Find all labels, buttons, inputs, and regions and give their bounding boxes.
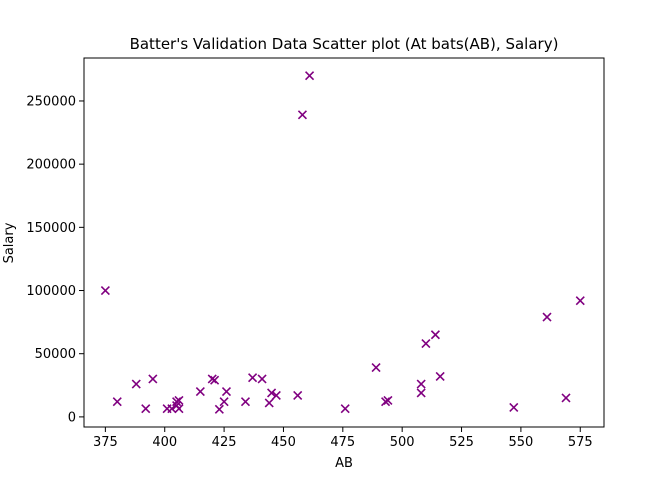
- data-point-stroke: [305, 71, 315, 81]
- data-point: [435, 371, 445, 382]
- data-point-stroke: [141, 404, 151, 414]
- data-point-stroke: [297, 110, 308, 120]
- y-tick-label: 150000: [26, 221, 76, 236]
- data-point: [416, 388, 426, 398]
- data-point-stroke: [267, 388, 277, 398]
- axis-ticks: 375 400 425 450 475 500 525 550 575 0 50000 100000 1…: [26, 94, 592, 450]
- x-tick-label: 525: [449, 435, 474, 450]
- data-point: [271, 390, 281, 400]
- data-point: [141, 404, 151, 414]
- data-point-stroke: [131, 379, 141, 389]
- data-point-stroke: [240, 397, 251, 407]
- data-point: [112, 397, 122, 407]
- data-point-stroke: [271, 390, 281, 400]
- x-tick-label: 575: [568, 435, 593, 450]
- data-points: [100, 71, 585, 414]
- data-point: [371, 363, 381, 373]
- data-point-stroke: [416, 379, 426, 389]
- data-point-stroke: [430, 330, 440, 340]
- x-tick-label: 425: [212, 435, 237, 450]
- data-point-stroke: [174, 395, 184, 406]
- y-tick-label: 100000: [26, 284, 76, 299]
- data-point-stroke: [248, 373, 258, 383]
- data-point: [100, 285, 110, 296]
- y-axis-label: Salary: [2, 222, 17, 263]
- data-point-stroke: [509, 402, 519, 412]
- data-point-stroke: [421, 339, 431, 349]
- data-point-stroke: [383, 395, 393, 406]
- data-point: [131, 379, 141, 389]
- y-tick-label: 0: [68, 410, 76, 425]
- data-point-stroke: [214, 404, 224, 414]
- data-point-stroke: [416, 388, 426, 398]
- x-tick-label: 375: [93, 435, 118, 450]
- data-point-stroke: [100, 285, 110, 296]
- data-point: [221, 387, 232, 397]
- data-point: [297, 110, 308, 120]
- data-point: [257, 374, 267, 384]
- x-tick-label: 500: [390, 435, 415, 450]
- data-point: [248, 373, 258, 383]
- data-point-stroke: [340, 404, 350, 414]
- data-point-stroke: [293, 390, 303, 400]
- data-point-stroke: [264, 398, 274, 408]
- data-point: [430, 330, 440, 340]
- data-point-stroke: [575, 296, 585, 306]
- data-point: [195, 387, 205, 397]
- data-point: [416, 379, 426, 389]
- y-tick-label: 200000: [26, 158, 76, 173]
- data-point-stroke: [210, 375, 220, 385]
- data-point-stroke: [167, 404, 177, 414]
- data-point: [267, 388, 277, 398]
- data-point: [575, 296, 585, 306]
- plot-frame: [83, 57, 605, 428]
- data-point: [214, 404, 224, 414]
- data-point-stroke: [148, 374, 158, 384]
- data-point-stroke: [195, 387, 205, 397]
- data-point: [167, 404, 177, 414]
- data-point-stroke: [174, 404, 184, 414]
- data-point-stroke: [435, 371, 445, 382]
- y-tick-label: 250000: [26, 94, 76, 109]
- data-point: [148, 374, 158, 384]
- chart-title: Batter's Validation Data Scatter plot (A…: [130, 35, 559, 53]
- data-point-stroke: [112, 397, 122, 407]
- data-point: [509, 402, 519, 412]
- data-point: [174, 395, 184, 406]
- data-point: [174, 404, 184, 414]
- x-tick-label: 400: [152, 435, 177, 450]
- data-point-stroke: [371, 363, 381, 373]
- data-point-stroke: [221, 387, 232, 397]
- x-axis-label: AB: [335, 456, 353, 471]
- data-point: [340, 404, 350, 414]
- y-tick-label: 50000: [35, 347, 76, 362]
- x-tick-label: 450: [271, 435, 296, 450]
- data-point: [264, 398, 274, 408]
- data-point: [305, 71, 315, 81]
- data-point: [240, 397, 251, 407]
- x-tick-label: 550: [508, 435, 533, 450]
- data-point: [219, 397, 229, 407]
- data-point: [293, 390, 303, 400]
- data-point-stroke: [257, 374, 267, 384]
- data-point-stroke: [561, 393, 571, 403]
- data-point: [542, 312, 552, 322]
- data-point-stroke: [542, 312, 552, 322]
- data-point: [210, 375, 220, 385]
- data-point: [561, 393, 571, 403]
- data-point: [383, 395, 393, 406]
- x-tick-label: 475: [330, 435, 355, 450]
- data-point: [421, 339, 431, 349]
- data-point-stroke: [219, 397, 229, 407]
